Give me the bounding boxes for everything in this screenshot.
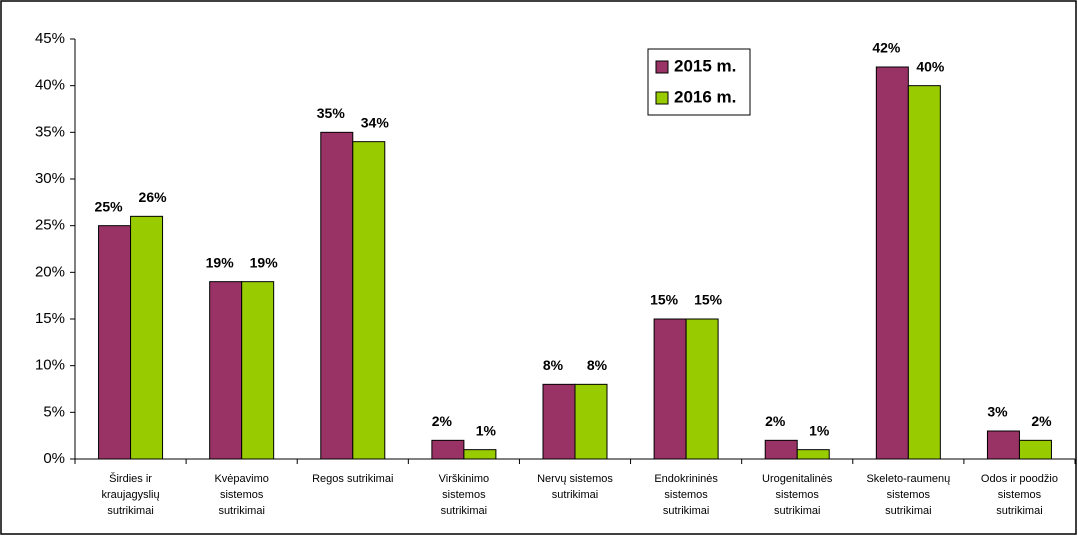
x-tick-label-line: Virškinimo xyxy=(439,473,490,485)
y-tick-label: 20% xyxy=(35,263,65,280)
legend-swatch xyxy=(655,91,669,105)
data-label: 1% xyxy=(476,422,497,438)
y-tick-label: 25% xyxy=(35,217,65,234)
y-tick-label: 5% xyxy=(43,403,65,420)
bar xyxy=(352,141,386,460)
x-tick-label: Regos sutrikimai xyxy=(312,473,393,485)
x-tick-label-line: sutrikimai xyxy=(774,505,820,517)
legend-label: 2016 m. xyxy=(674,87,736,106)
data-label: 2% xyxy=(765,413,786,429)
x-tick-label-line: Endokrininės xyxy=(654,473,718,485)
x-tick-label-line: kraujagyslių xyxy=(102,489,160,501)
legend-label: 2015 m. xyxy=(674,56,736,75)
bar xyxy=(241,281,275,460)
x-tick-label-line: sutrikimai xyxy=(996,505,1042,517)
bar xyxy=(907,85,941,460)
data-label: 26% xyxy=(139,189,168,205)
x-tick-label: Odos ir poodžio sistemos sutrikimai xyxy=(981,473,1058,517)
x-tick-label-line: sutrikimai xyxy=(218,505,264,517)
x-tick-label-line: Nervų sistemos xyxy=(537,473,613,485)
x-tick-label-line: sistemos xyxy=(887,489,931,501)
bar xyxy=(98,225,132,460)
y-tick-label: 45% xyxy=(35,30,65,47)
bar xyxy=(574,383,608,460)
y-tick-label: 10% xyxy=(35,357,65,374)
y-tick-label: 35% xyxy=(35,123,65,140)
data-label: 35% xyxy=(317,105,346,121)
data-label: 25% xyxy=(95,198,124,214)
x-tick-label-line: sistemos xyxy=(776,489,820,501)
data-label: 8% xyxy=(587,357,608,373)
legend-swatch xyxy=(655,60,669,74)
data-label: 2% xyxy=(432,413,453,429)
bar xyxy=(542,383,576,460)
y-tick-label: 0% xyxy=(43,450,65,467)
bar xyxy=(320,131,354,460)
x-tick-label-line: sistemos xyxy=(220,489,264,501)
bar xyxy=(1018,439,1052,460)
x-tick-label-line: sutrikimai xyxy=(663,505,709,517)
data-label: 2% xyxy=(1031,413,1052,429)
bar xyxy=(653,318,687,460)
x-tick-label-line: sistemos xyxy=(998,489,1042,501)
x-tick-label-line: Skeleto-raumenų xyxy=(866,473,950,485)
x-tick-label: Širdies ir kraujagyslių sutrikimai xyxy=(102,472,160,517)
data-label: 1% xyxy=(809,422,830,438)
x-tick-label-line: sutrikimai xyxy=(107,505,153,517)
bar xyxy=(764,439,798,460)
x-tick-label-line: Urogenitalinės xyxy=(762,473,833,485)
x-tick-label: Skeleto-raumenų sistemos sutrikimai xyxy=(866,473,950,517)
bar xyxy=(986,430,1020,460)
x-tick-label: Endokrininės sistemos sutrikimai xyxy=(654,473,718,517)
data-label: 19% xyxy=(206,254,235,270)
bar xyxy=(463,449,497,460)
bar xyxy=(796,449,830,460)
x-tick-label-line: Kvėpavimo xyxy=(214,473,268,485)
x-tick-label: Urogenitalinės sistemos sutrikimai xyxy=(762,473,833,517)
y-tick-label: 30% xyxy=(35,170,65,187)
x-tick-label: Virškinimo sistemos sutrikimai xyxy=(439,473,490,517)
bar xyxy=(431,439,465,460)
x-tick-label-line: Odos ir poodžio xyxy=(981,473,1058,485)
x-tick-label-line: sistemos xyxy=(442,489,486,501)
data-label: 42% xyxy=(872,40,901,56)
data-label: 3% xyxy=(987,404,1008,420)
data-label: 8% xyxy=(543,357,564,373)
x-tick-label-line: Regos sutrikimai xyxy=(312,473,393,485)
data-label: 15% xyxy=(650,292,679,308)
y-tick-label: 40% xyxy=(35,77,65,94)
data-label: 15% xyxy=(694,292,723,308)
bar xyxy=(130,215,164,460)
x-tick-label-line: sutrikimai xyxy=(441,505,487,517)
x-tick-label: Nervų sistemos sutrikimai xyxy=(537,473,613,501)
data-label: 19% xyxy=(250,254,279,270)
x-tick-label-line: sutrikimai xyxy=(552,489,598,501)
x-tick-label: Kvėpavimo sistemos sutrikimai xyxy=(214,473,268,517)
bar xyxy=(209,281,243,460)
x-tick-label-line: Širdies ir xyxy=(109,472,152,485)
bar xyxy=(875,66,909,460)
y-tick-label: 15% xyxy=(35,310,65,327)
data-label: 40% xyxy=(916,58,945,74)
x-tick-label-line: sutrikimai xyxy=(885,505,931,517)
data-label: 34% xyxy=(361,114,390,130)
x-tick-label-line: sistemos xyxy=(664,489,708,501)
bar xyxy=(685,318,719,460)
